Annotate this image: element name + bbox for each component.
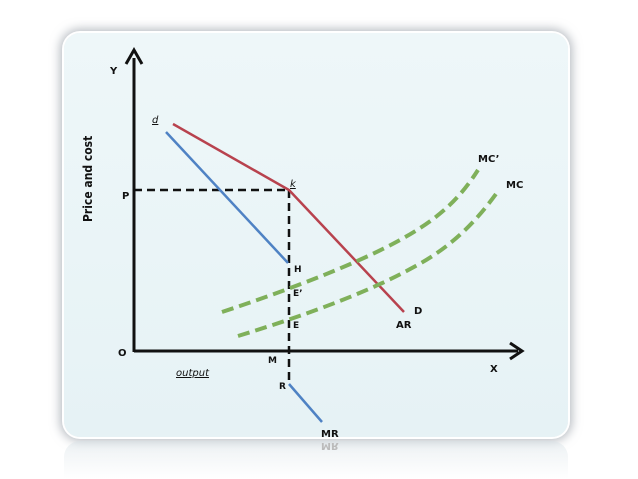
- demand-d-label: d: [152, 115, 159, 126]
- y-axis-arrowhead: [124, 46, 144, 65]
- marginal-revenue-label: MR: [321, 429, 339, 440]
- kink-k-label: k: [290, 179, 297, 190]
- point-e-prime-label: E’: [293, 289, 303, 299]
- card-reflection: [64, 441, 568, 479]
- y-axis-label: Y: [109, 66, 118, 77]
- mr-lower-segment: [288, 383, 323, 423]
- origin-label: O: [118, 348, 127, 359]
- diagram-card: [64, 33, 568, 437]
- point-e-label: E: [293, 321, 299, 331]
- x-axis-arrowhead: [509, 341, 525, 361]
- mc-label: MC: [506, 180, 523, 191]
- average-revenue-label: AR: [396, 320, 412, 331]
- mc-prime-curve: [221, 168, 480, 314]
- mc-curve: [237, 192, 498, 338]
- point-h-label: H: [294, 265, 302, 275]
- mr-label-reflection: MR: [321, 440, 339, 451]
- point-m-label: M: [268, 356, 277, 366]
- y-axis-title: Price and cost: [81, 136, 95, 222]
- mc-prime-label: MC’: [478, 154, 499, 165]
- demand-D-label: D: [414, 306, 422, 317]
- mr-upper-segment: [165, 131, 289, 264]
- price-label: P: [122, 191, 129, 202]
- x-axis-title: output: [176, 368, 210, 379]
- demand-curve: [172, 122, 405, 313]
- point-r-label: R: [279, 382, 286, 392]
- x-axis-label: X: [490, 364, 498, 375]
